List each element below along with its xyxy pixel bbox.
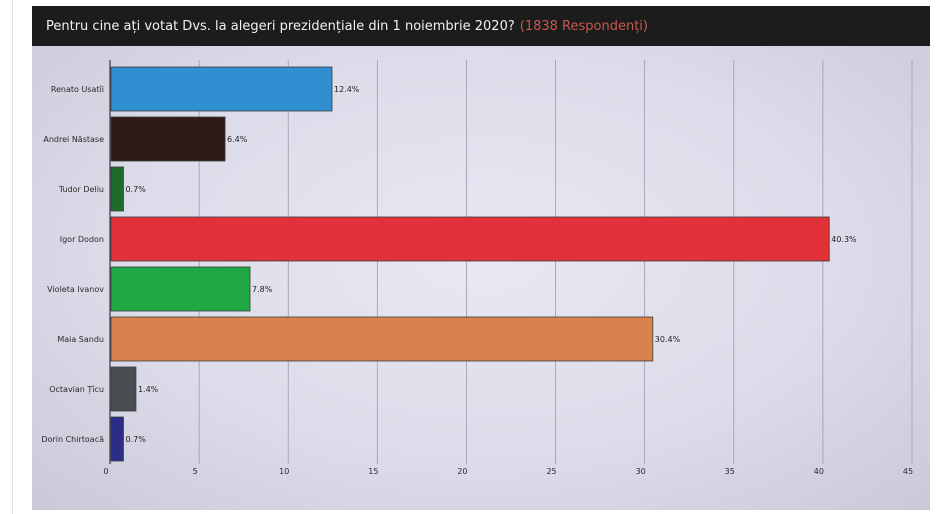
x-tick-label: 5 bbox=[193, 467, 198, 476]
x-tick-label: 30 bbox=[636, 467, 646, 476]
bars bbox=[110, 66, 830, 462]
chart-subtitle: (1838 Respondenți) bbox=[519, 18, 648, 34]
bar bbox=[110, 216, 830, 262]
category-label: Octavian Țîcu bbox=[49, 385, 104, 395]
value-label: 0.7% bbox=[125, 185, 146, 194]
chart-screen: Pentru cine ați votat Dvs. la alegeri pr… bbox=[32, 6, 930, 510]
chart-title-bar: Pentru cine ați votat Dvs. la alegeri pr… bbox=[32, 6, 930, 46]
x-tick-label: 35 bbox=[725, 467, 735, 476]
bar bbox=[110, 316, 654, 362]
bar bbox=[110, 66, 333, 112]
value-label: 40.3% bbox=[831, 235, 857, 244]
bar bbox=[110, 166, 124, 212]
category-label: Renato Usatîi bbox=[51, 85, 104, 94]
page-divider bbox=[12, 0, 13, 514]
x-tick-label: 0 bbox=[103, 467, 108, 476]
labels: 0 5 10 15 20 25 30 35 40 45 Renato Usatîi 12.4% Andr… bbox=[41, 85, 913, 476]
category-label: Dorin Chirtoacă bbox=[41, 435, 104, 444]
x-tick-label: 25 bbox=[546, 467, 556, 476]
category-label: Maia Sandu bbox=[57, 335, 104, 344]
bar bbox=[110, 116, 226, 162]
category-label: Igor Dodon bbox=[60, 235, 104, 244]
category-label: Violeta Ivanov bbox=[47, 285, 104, 294]
bar bbox=[110, 366, 137, 412]
value-label: 6.4% bbox=[227, 135, 248, 144]
category-label: Tudor Deliu bbox=[58, 185, 104, 194]
category-label: Andrei Năstase bbox=[43, 135, 104, 144]
chart-title: Pentru cine ați votat Dvs. la alegeri pr… bbox=[46, 18, 515, 34]
value-label: 30.4% bbox=[655, 335, 681, 344]
x-tick-label: 10 bbox=[279, 467, 289, 476]
x-tick-label: 45 bbox=[903, 467, 913, 476]
x-tick-label: 40 bbox=[814, 467, 824, 476]
value-label: 1.4% bbox=[138, 385, 159, 394]
bar-chart: 0 5 10 15 20 25 30 35 40 45 Renato Usatîi 12.4% Andr… bbox=[41, 60, 913, 476]
grid-lines bbox=[109, 60, 913, 464]
value-label: 12.4% bbox=[334, 85, 360, 94]
value-label: 0.7% bbox=[125, 435, 146, 444]
bar bbox=[110, 266, 251, 312]
x-tick-label: 20 bbox=[457, 467, 467, 476]
x-tick-label: 15 bbox=[368, 467, 378, 476]
value-label: 7.8% bbox=[252, 285, 273, 294]
bar bbox=[110, 416, 124, 462]
